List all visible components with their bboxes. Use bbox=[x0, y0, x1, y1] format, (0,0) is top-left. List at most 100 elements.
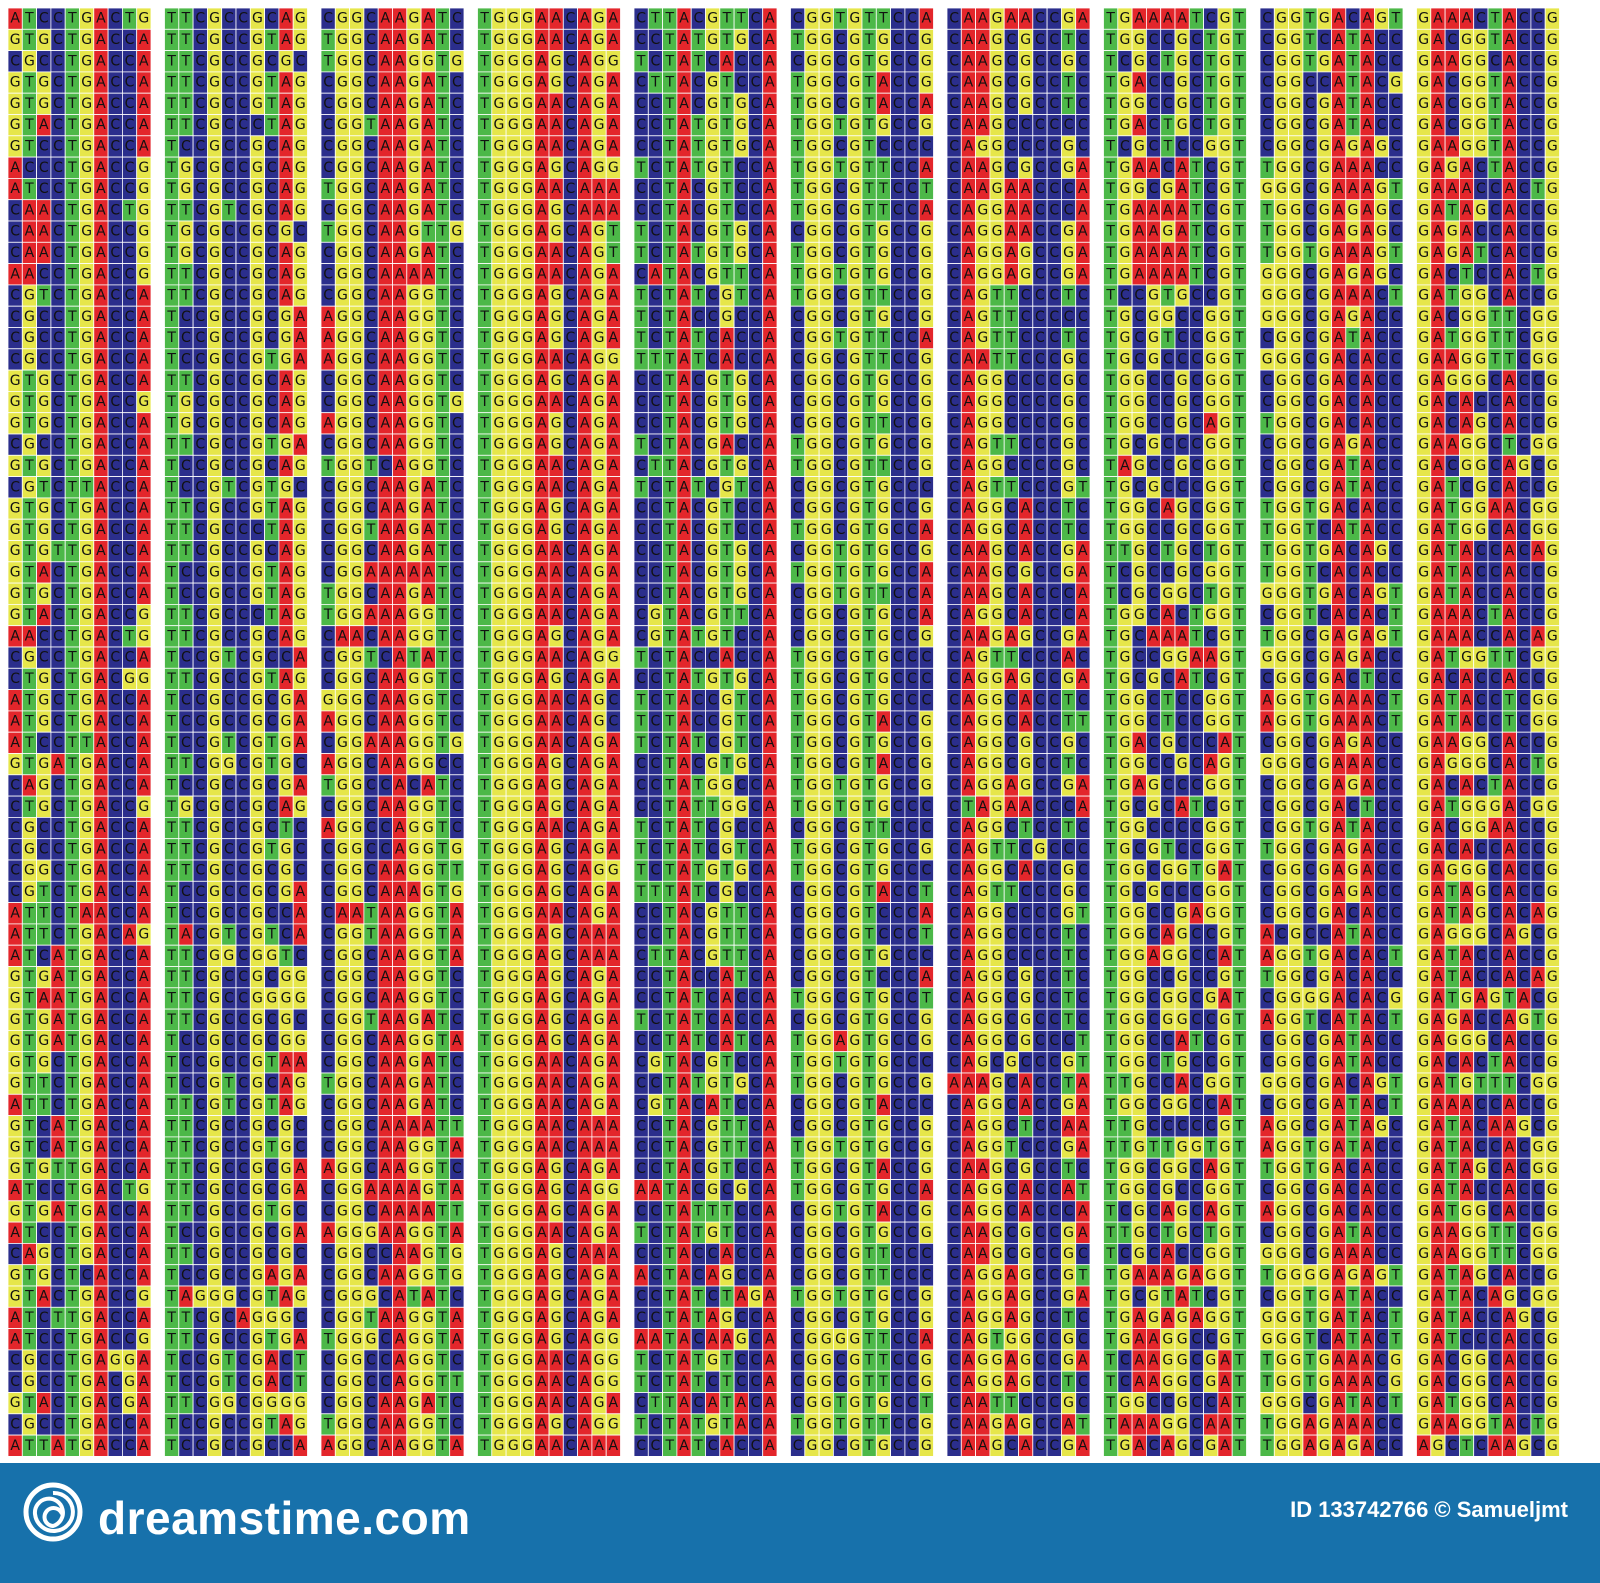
sequence-row: TGGCGTGCCC bbox=[790, 859, 934, 882]
sequence-row: GTGCTGACCA bbox=[7, 497, 152, 520]
sequence-row: CCTACGTTCA bbox=[633, 1136, 778, 1159]
sequence-row: CGTACATCCA bbox=[633, 1093, 778, 1117]
sequence-row: TGGTGTTCCA bbox=[790, 156, 934, 179]
sequence-row: CGGTAAGATC bbox=[320, 1008, 465, 1031]
sequence-row: CCTACGTGCA bbox=[633, 753, 778, 776]
sequence-row: TCCGCCGAGA bbox=[164, 1264, 308, 1287]
sequence-row: TGGGAGCAGG bbox=[477, 1328, 621, 1351]
sequence-row: TGGCGTGCCG bbox=[790, 838, 934, 861]
sequence-row: TGGGAACAGA bbox=[477, 263, 621, 286]
sequence-row: CGGCGTGCCG bbox=[790, 497, 934, 520]
sequence-row: TGCGCCGCAG bbox=[164, 156, 308, 179]
sequence-row: CTTACGTCCA bbox=[633, 71, 778, 94]
sequence-row: CGGAAAAGTA bbox=[320, 1179, 465, 1202]
sequence-row: GTACTGACCG bbox=[7, 1285, 152, 1308]
sequence-row: TTCGTCGCAG bbox=[164, 199, 308, 222]
sequence-row: TGGGAGCAGT bbox=[477, 220, 621, 243]
sequence-row: TGGTGTGCCG bbox=[790, 114, 934, 137]
sequence-row: TGGGAACAAA bbox=[477, 1136, 621, 1159]
sequence-row: CCTACGTGCA bbox=[633, 92, 778, 115]
sequence-row: AATACGCGCA bbox=[633, 1179, 778, 1202]
sequence-row: AGGCAAGGTC bbox=[320, 412, 465, 435]
sequence-row: CCTATCACCA bbox=[633, 987, 778, 1010]
sequence-row: TGGGAACAGA bbox=[477, 561, 621, 584]
sequence-row: CGGCAAGATC bbox=[320, 92, 465, 115]
sequence-row: CCTACGTTCA bbox=[633, 1115, 778, 1138]
sequence-row: TTCGCCGCAG bbox=[164, 540, 308, 563]
sequence-row: CGCCTGACCA bbox=[7, 433, 152, 456]
sequence-row: CGGCAAGGTC bbox=[320, 369, 465, 392]
sequence-row: TGGGAGCAAA bbox=[477, 923, 621, 946]
sequence-row: TGGAGTGCCG bbox=[790, 1030, 934, 1053]
sequence-row: AGGGAAGGTA bbox=[320, 1221, 465, 1244]
sequence-row: CAACAAGGTC bbox=[320, 625, 465, 648]
sequence-row: CGGCGTGCCG bbox=[790, 1221, 934, 1244]
sequence-row: TGGCAAGGTC bbox=[320, 1413, 465, 1436]
sequence-row: TTCGCCGCAG bbox=[164, 284, 308, 307]
sequence-grid: ATCCTGACTGGTGCTGACCACGCCTGACCAGTGCTGACCA… bbox=[7, 7, 1560, 1457]
sequence-row: CGCCTGAGGA bbox=[7, 1349, 152, 1372]
sequence-row: TGGGAGCAGA bbox=[477, 774, 621, 797]
sequence-row: ATCCTGACCG bbox=[7, 1328, 152, 1351]
sequence-row: CGCCTGACCA bbox=[7, 305, 152, 328]
sequence-row: TGGGAACAGA bbox=[477, 1051, 621, 1074]
sequence-row: TGGCGTTCCT bbox=[790, 177, 934, 201]
sequence-row: CCTACCACCA bbox=[633, 1243, 778, 1266]
sequence-row: TGGCGTACCG bbox=[790, 710, 934, 733]
sequence-row: CGGCGTGCCC bbox=[790, 944, 934, 967]
sequence-row: TGGCGTGCCG bbox=[790, 731, 934, 754]
sequence-row: GTGATGACCA bbox=[7, 1200, 152, 1223]
sequence-row: CGGGCATATC bbox=[320, 1285, 465, 1308]
sequence-row: TGGGAGCAGA bbox=[477, 625, 621, 648]
sequence-row: TCCGCCGTGA bbox=[164, 348, 308, 371]
sequence-row: CGGCGTTCCG bbox=[790, 1370, 934, 1393]
sequence-row: TGGTGTTCCG bbox=[790, 1413, 934, 1436]
sequence-row: TGGCGTACCG bbox=[790, 1157, 934, 1180]
sequence-row: CTGCTGACGG bbox=[7, 667, 152, 690]
sequence-row: TGGCGTACCG bbox=[790, 753, 934, 776]
sequence-row: CAAGCCCCCC bbox=[946, 114, 1091, 137]
sequence-row: AATACAAGCA bbox=[633, 1328, 778, 1351]
sequence-row: CGGCAAGATC bbox=[320, 540, 465, 563]
sequence-row: TGGCGTTCCG bbox=[790, 284, 934, 307]
sequence-row: CGGCCAGGTC bbox=[320, 1349, 465, 1372]
sequence-row: CAACTGACCG bbox=[7, 241, 152, 265]
sequence-row: TGGGCAGGTA bbox=[320, 1328, 465, 1351]
sequence-row: TGGGAGCAGA bbox=[477, 838, 621, 861]
sequence-row: CGTCTGACCA bbox=[7, 284, 152, 307]
sequence-row: TGGGAACAGA bbox=[477, 476, 621, 499]
sequence-row: CTGCTGACCG bbox=[7, 795, 152, 818]
sequence-row: CGTATGTCCA bbox=[633, 625, 778, 648]
sequence-row: CTTACATACA bbox=[633, 1392, 778, 1415]
sequence-row: CGGCAAGATC bbox=[320, 1051, 465, 1074]
sequence-row: CGGTAAGATC bbox=[320, 114, 465, 137]
sequence-column: CGGTGTTCCATGGCGTGCCGCGGCGTGCCGTGGCGTACCG… bbox=[790, 7, 934, 1457]
sequence-row: CCTATGTGCA bbox=[633, 667, 778, 690]
sequence-row: CCTATTGGCA bbox=[633, 795, 778, 818]
sequence-row: CCTATGTGCA bbox=[633, 1072, 778, 1095]
sequence-row: GTGCTGACCA bbox=[7, 1051, 152, 1074]
sequence-row: TCTACGACCA bbox=[633, 433, 778, 456]
sequence-row: TTCGGCGTGC bbox=[164, 753, 308, 776]
sequence-row: CGGTCATATC bbox=[320, 646, 465, 669]
sequence-row: TGGGAACAGA bbox=[477, 1093, 621, 1117]
sequence-row: TCCGTCGCCA bbox=[164, 646, 308, 669]
sequence-row: CGGCGTGCCG bbox=[790, 625, 934, 648]
sequence-row: GTACTGACCA bbox=[7, 561, 152, 584]
sequence-row: TGGCAAGGTG bbox=[320, 50, 465, 73]
sequence-row: TGGGAGCAGA bbox=[477, 1008, 621, 1031]
sequence-row: CCTATAGCCA bbox=[633, 1306, 778, 1330]
sequence-row: CGGCGTTCCC bbox=[790, 1264, 934, 1287]
sequence-row: TCTATCGTCA bbox=[633, 476, 778, 499]
sequence-row: TGGGAGCAGG bbox=[477, 50, 621, 73]
sequence-row: CGGCAAGATC bbox=[320, 71, 465, 94]
sequence-row: TTCGCCGCGC bbox=[164, 1008, 308, 1031]
sequence-row: CAGCTGACCA bbox=[7, 1243, 152, 1266]
sequence-row: CTTACGTGCA bbox=[633, 454, 778, 477]
sequence-row: CGGCAAGATC bbox=[320, 1093, 465, 1117]
sequence-row: CGGCGTGCCG bbox=[790, 50, 934, 73]
sequence-row: TCTATCGTCA bbox=[633, 731, 778, 754]
sequence-row: TCTATCACCA bbox=[633, 50, 778, 73]
sequence-row: CGGCAAGGTA bbox=[320, 1136, 465, 1159]
sequence-row: CAATAAGGTA bbox=[320, 902, 465, 925]
